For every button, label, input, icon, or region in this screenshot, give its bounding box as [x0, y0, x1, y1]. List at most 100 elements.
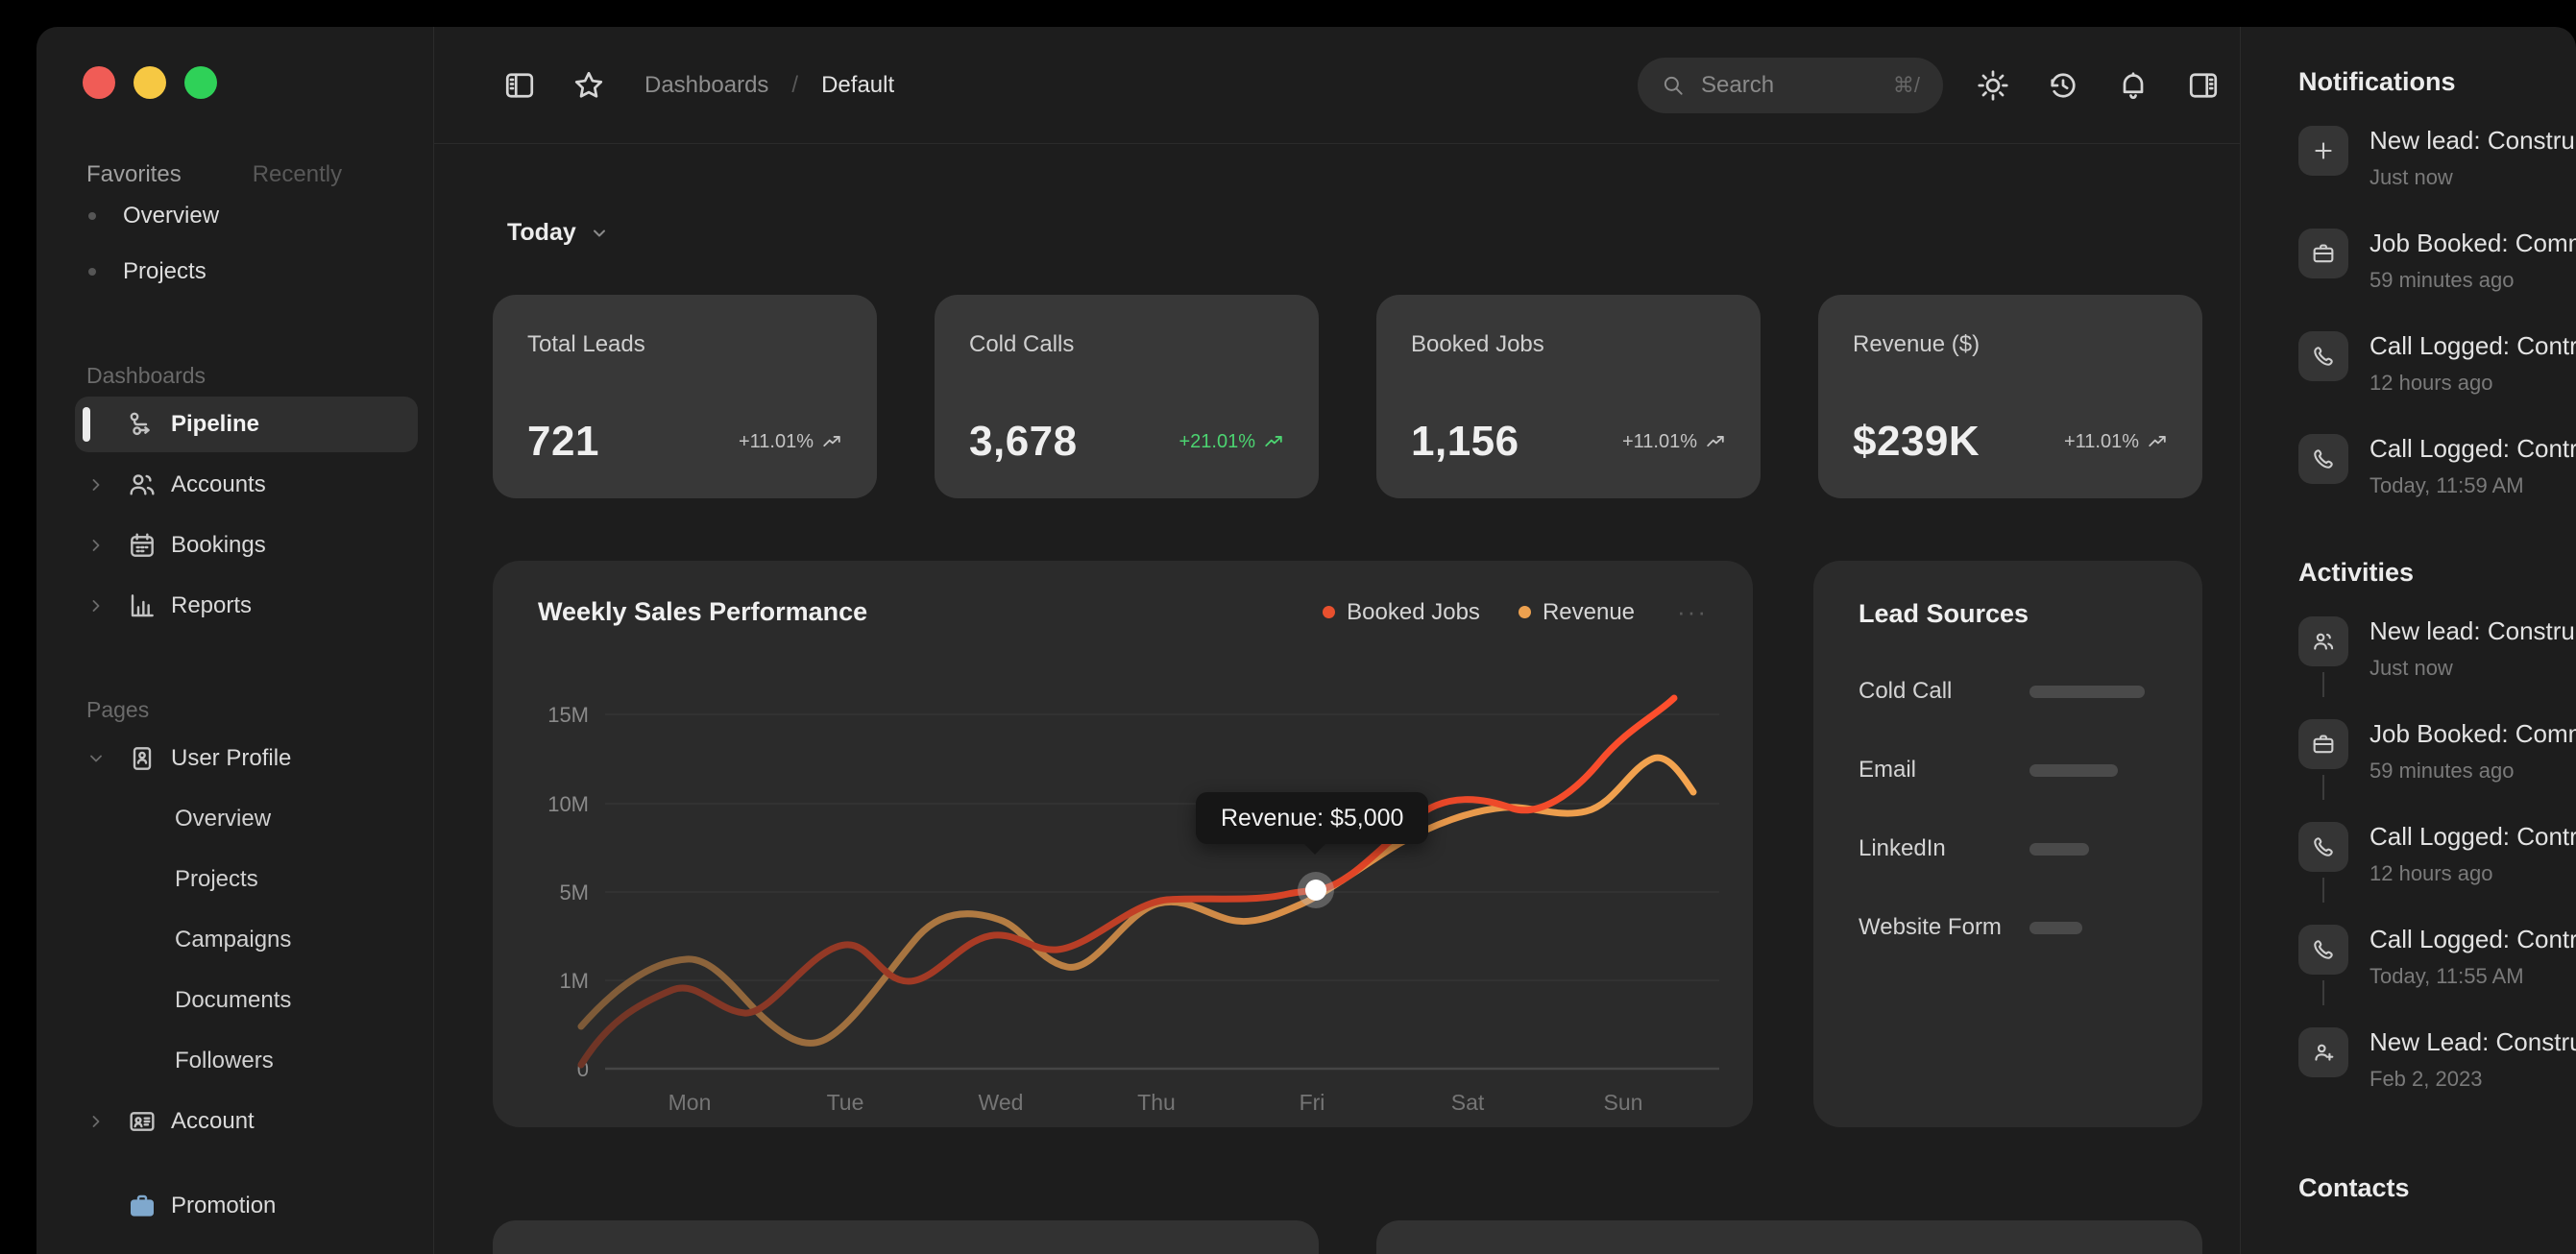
top-bar: Dashboards / Default Search ⌘/ — [434, 27, 2240, 144]
pipeline-icon — [127, 409, 171, 440]
chart-menu-ellipsis[interactable]: ··· — [1677, 597, 1708, 626]
sidebar-item-accounts[interactable]: Accounts — [75, 457, 418, 513]
svg-text:5M: 5M — [559, 880, 589, 904]
bullet-icon — [88, 212, 96, 220]
chart-title: Weekly Sales Performance — [538, 597, 868, 626]
stat-card-cold-calls[interactable]: Cold Calls 3,678 +21.01% — [935, 295, 1319, 498]
lead-sources-title: Lead Sources — [1859, 599, 2029, 628]
calendar-icon — [127, 530, 171, 561]
pages-section-header: Pages — [86, 697, 150, 722]
stat-cards-row: Total Leads 721 +11.01% Cold Calls 3,678… — [493, 295, 2240, 498]
bottom-card-left[interactable] — [493, 1220, 1319, 1254]
sidebar-toggle-icon[interactable] — [502, 68, 537, 103]
person-add-icon — [2298, 1027, 2348, 1077]
lead-sources-card: Lead Sources Cold Call Email LinkedIn We… — [1813, 561, 2202, 1127]
maximize-window-button[interactable] — [184, 66, 217, 99]
people-icon — [127, 470, 171, 500]
phone-icon — [2298, 822, 2348, 903]
trend-up-icon — [1265, 436, 1282, 447]
stat-value: 721 — [527, 418, 599, 465]
chevron-right-icon — [86, 596, 127, 615]
lead-source-bar — [2029, 922, 2082, 934]
breadcrumb: Dashboards / Default — [644, 71, 895, 98]
sidebar-subitem-followers[interactable]: Followers — [175, 1048, 274, 1073]
stat-card-revenue[interactable]: Revenue ($) $239K +11.01% — [1818, 295, 2202, 498]
svg-text:Sun: Sun — [1604, 1090, 1643, 1115]
trend-up-icon — [2149, 436, 2166, 447]
notification-item[interactable]: New lead: Construction Just now — [2298, 126, 2576, 205]
notification-item[interactable]: Job Booked: Commercial 59 minutes ago — [2298, 229, 2576, 307]
sidebar-subitem-campaigns[interactable]: Campaigns — [175, 927, 292, 953]
breadcrumb-default[interactable]: Default — [821, 71, 895, 98]
tab-recently[interactable]: Recently — [252, 161, 343, 187]
svg-text:Tue: Tue — [827, 1090, 864, 1115]
tab-favorites[interactable]: Favorites — [86, 161, 182, 187]
activity-item[interactable]: Call Logged: Contractor 12 hours ago — [2298, 822, 2576, 903]
sidebar-item-pipeline[interactable]: Pipeline — [75, 397, 418, 452]
notifications-header: Notifications — [2298, 67, 2456, 96]
search-input[interactable]: Search ⌘/ — [1638, 57, 1943, 113]
star-icon[interactable] — [571, 68, 606, 103]
activity-item[interactable]: New Lead: Construction Feb 2, 2023 — [2298, 1027, 2576, 1106]
weekly-sales-chart-card: Weekly Sales Performance Booked Jobs Rev… — [493, 561, 1753, 1127]
search-icon — [1664, 76, 1683, 95]
bottom-cards-row — [493, 1220, 2240, 1254]
stat-card-total-leads[interactable]: Total Leads 721 +11.01% — [493, 295, 877, 498]
svg-text:Wed: Wed — [979, 1090, 1024, 1115]
sidebar-item-reports[interactable]: Reports — [75, 578, 418, 634]
minimize-window-button[interactable] — [134, 66, 166, 99]
theme-sun-icon[interactable] — [1976, 68, 2010, 103]
sidebar-item-user-profile[interactable]: User Profile — [75, 731, 418, 786]
phone-icon — [2298, 925, 2348, 1005]
plus-icon — [2298, 126, 2348, 176]
briefcase-icon — [2298, 229, 2348, 278]
sidebar-subitem-overview[interactable]: Overview — [175, 806, 272, 832]
svg-text:Fri: Fri — [1300, 1090, 1325, 1115]
stat-delta: +11.01% — [1622, 431, 1726, 453]
chevron-right-icon — [86, 536, 127, 555]
line-chart: 15M 10M 5M 1M 0 Mon Tue Wed Thu Fri Sat … — [547, 694, 1719, 1115]
sidebar-item-overview[interactable]: Overview — [88, 188, 418, 244]
sidebar-item-account[interactable]: Account — [75, 1094, 418, 1149]
sidebar-item-bookings[interactable]: Bookings — [75, 518, 418, 573]
history-icon[interactable] — [2046, 68, 2080, 103]
activity-item[interactable]: Call Logged: Contractor Today, 11:55 AM — [2298, 925, 2576, 1005]
bar-chart-icon — [127, 591, 171, 621]
briefcase-icon — [127, 1191, 171, 1221]
sidebar-subitem-documents[interactable]: Documents — [175, 987, 292, 1013]
phone-icon — [2298, 434, 2348, 484]
lead-source-row[interactable]: Email — [1859, 754, 2164, 786]
y-axis-labels: 15M 10M 5M 1M 0 — [547, 703, 589, 1081]
bell-icon[interactable] — [2116, 68, 2151, 103]
legend-dot — [1518, 606, 1531, 618]
x-axis-labels: Mon Tue Wed Thu Fri Sat Sun — [668, 1090, 1643, 1115]
sidebar-item-projects[interactable]: Projects — [88, 244, 418, 300]
svg-text:15M: 15M — [547, 703, 589, 727]
bottom-card-right[interactable] — [1376, 1220, 2202, 1254]
sidebar-subitem-projects[interactable]: Projects — [175, 866, 258, 892]
stat-value: 1,156 — [1411, 418, 1519, 465]
right-panel-toggle-icon[interactable] — [2186, 68, 2221, 103]
id-card-icon — [127, 743, 171, 774]
period-dropdown[interactable]: Today — [507, 219, 2240, 247]
trend-up-icon — [823, 436, 840, 447]
left-sidebar: Favorites Recently Overview Projects Das… — [36, 27, 434, 1254]
notification-item[interactable]: Call Logged: Contractor 12 hours ago — [2298, 331, 2576, 410]
legend-revenue[interactable]: Revenue — [1518, 599, 1635, 626]
activity-item[interactable]: New lead: Construction Just now — [2298, 616, 2576, 697]
legend-booked-jobs[interactable]: Booked Jobs — [1323, 599, 1480, 626]
lead-source-row[interactable]: LinkedIn — [1859, 832, 2164, 865]
activity-item[interactable]: Job Booked: Commercial 59 minutes ago — [2298, 719, 2576, 800]
sidebar-item-promotion[interactable]: Promotion — [75, 1178, 418, 1234]
account-card-icon — [127, 1106, 171, 1137]
stat-card-booked-jobs[interactable]: Booked Jobs 1,156 +11.01% — [1376, 295, 1761, 498]
chart-hover-dot — [1305, 880, 1326, 901]
close-window-button[interactable] — [83, 66, 115, 99]
lead-source-row[interactable]: Website Form — [1859, 911, 2164, 944]
stat-delta: +21.01% — [1179, 431, 1284, 453]
breadcrumb-dashboards[interactable]: Dashboards — [644, 71, 769, 98]
trend-up-icon — [1707, 436, 1724, 447]
stat-delta: +11.01% — [2064, 431, 2168, 453]
lead-source-row[interactable]: Cold Call — [1859, 675, 2164, 708]
notification-item[interactable]: Call Logged: Contractor Today, 11:59 AM — [2298, 434, 2576, 513]
